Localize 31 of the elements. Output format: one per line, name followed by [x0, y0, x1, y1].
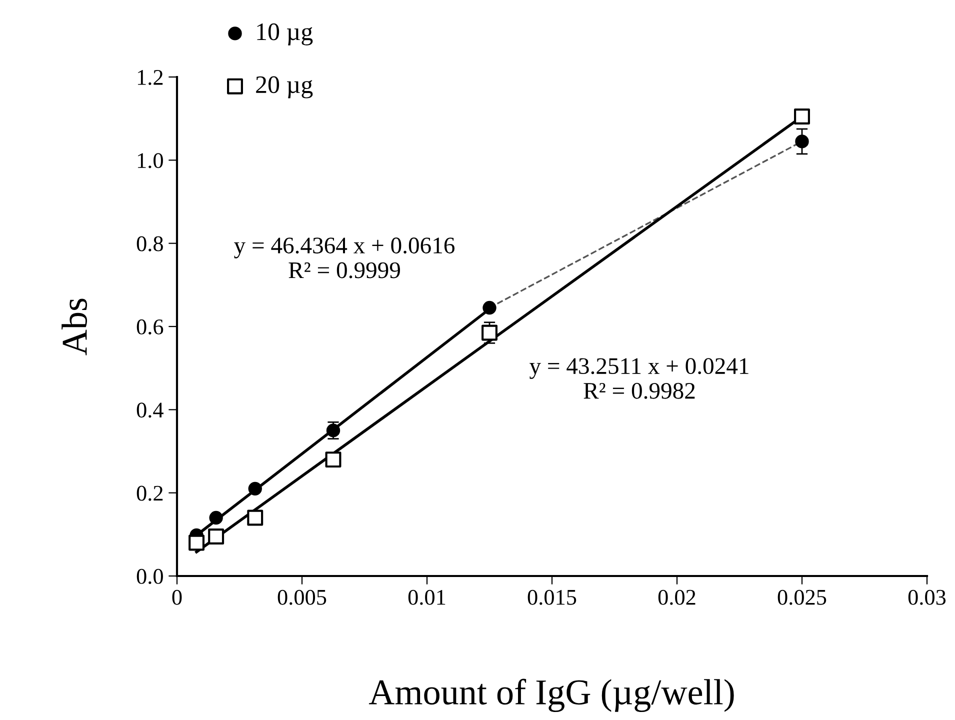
x-tick-label: 0.03: [908, 590, 946, 605]
annotation: y = 43.2511 x + 0.0241 R² = 0.9982: [530, 358, 748, 399]
point: [482, 324, 498, 341]
point: [188, 534, 205, 551]
x-axis-title: Amount of IgG (µg/well): [368, 678, 734, 712]
y-tick-label: 1.0: [138, 153, 163, 168]
point: [482, 300, 496, 315]
point: [326, 424, 340, 438]
x-tick-label: 0.01: [408, 590, 446, 605]
x-tick-label: 0.025: [778, 590, 826, 605]
point: [247, 510, 264, 526]
point: [248, 482, 262, 496]
point: [794, 108, 810, 124]
x-tick-label: 0.02: [658, 590, 696, 605]
x-tick-label: 0.005: [278, 590, 326, 605]
y-tick-label: 0.6: [136, 319, 164, 335]
y-tick-label: 0.2: [136, 486, 163, 501]
point: [795, 134, 809, 148]
point: [208, 528, 224, 544]
x-tick-label: 0: [172, 590, 182, 605]
legend-label: 20 µg: [256, 76, 313, 98]
y-tick-label: 1.2: [138, 70, 163, 86]
y-axis-title: Abs: [62, 298, 88, 356]
y-tick-label: 0.0: [136, 568, 163, 584]
y-tick-label: 0.8: [136, 236, 163, 252]
point: [209, 510, 223, 525]
x-tick-label: 0.015: [528, 590, 576, 605]
annotation: y = 46.4364 x + 0.0616 R² = 0.9999: [234, 238, 455, 278]
y-tick-label: 0.4: [136, 402, 164, 418]
legend-label: 10 µg: [257, 23, 313, 46]
point: [325, 452, 342, 468]
